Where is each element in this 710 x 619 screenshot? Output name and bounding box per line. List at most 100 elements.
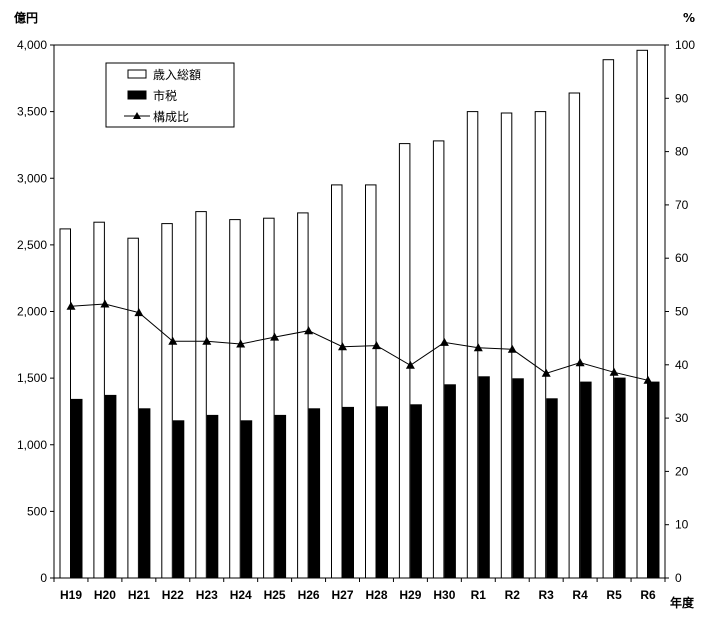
bar-total-revenue-H26 bbox=[297, 212, 309, 579]
x-axis-category-label: H20 bbox=[94, 588, 116, 602]
bar-city-tax-H25 bbox=[274, 414, 287, 579]
x-axis-category-label: H29 bbox=[399, 588, 421, 602]
right-axis-unit: % bbox=[683, 11, 695, 25]
left-axis-tick-label: 1,500 bbox=[17, 371, 47, 385]
x-axis-category-label: R4 bbox=[572, 588, 588, 602]
left-axis-tick-label: 0 bbox=[40, 571, 47, 585]
legend-label-ratio: 構成比 bbox=[153, 110, 189, 124]
bar-total-revenue-R5 bbox=[602, 59, 615, 579]
bar-total-revenue-H20 bbox=[93, 221, 105, 579]
bar-city-tax-H22 bbox=[172, 420, 185, 579]
ratio-point-H25 bbox=[270, 332, 280, 341]
right-axis-tick-label: 0 bbox=[675, 571, 682, 585]
ratio-point-H28 bbox=[372, 341, 381, 350]
x-axis-category-label: R2 bbox=[505, 588, 521, 602]
x-axis-category-label: H25 bbox=[264, 588, 286, 602]
bar-city-tax-H19 bbox=[71, 398, 83, 579]
left-axis-tick-label: 500 bbox=[27, 504, 47, 518]
x-axis-category-label: H30 bbox=[433, 588, 455, 602]
ratio-point-R3 bbox=[541, 368, 551, 377]
bar-total-revenue-H22 bbox=[161, 223, 173, 579]
bar-total-revenue-R1 bbox=[466, 111, 479, 579]
x-axis-category-label: H21 bbox=[128, 588, 150, 602]
bar-city-tax-H24 bbox=[240, 420, 253, 579]
bar-total-revenue-R6 bbox=[636, 49, 648, 579]
ratio-line bbox=[70, 303, 649, 381]
bar-total-revenue-R2 bbox=[500, 112, 513, 579]
left-axis-tick-label: 3,500 bbox=[17, 105, 47, 119]
legend-swatch-ratio-marker bbox=[133, 112, 141, 119]
ratio-point-R2 bbox=[507, 344, 517, 353]
bar-total-revenue-H21 bbox=[127, 237, 139, 579]
bar-city-tax-H29 bbox=[410, 404, 422, 579]
bar-city-tax-H27 bbox=[342, 406, 354, 579]
bar-city-tax-R1 bbox=[478, 376, 490, 579]
ratio-line-layer bbox=[66, 299, 653, 384]
ratio-point-H21 bbox=[134, 308, 144, 317]
ratio-point-H19 bbox=[66, 301, 76, 310]
x-axis-category-label: H23 bbox=[196, 588, 218, 602]
legend: 歳入総額 市税 構成比 bbox=[105, 62, 235, 128]
left-axis-tick-label: 4,000 bbox=[17, 38, 47, 52]
right-axis-tick-label: 30 bbox=[675, 411, 689, 425]
right-axis-tick-label: 10 bbox=[675, 518, 689, 532]
ratio-point-H23 bbox=[202, 336, 212, 345]
left-axis-tick-label: 3,000 bbox=[17, 171, 47, 185]
legend-swatch-total-revenue bbox=[127, 69, 147, 79]
bar-city-tax-R4 bbox=[580, 381, 592, 579]
bar-city-tax-H20 bbox=[104, 394, 117, 579]
bar-city-tax-H30 bbox=[444, 384, 456, 579]
ratio-point-R1 bbox=[473, 343, 483, 352]
legend-label-total-revenue: 歳入総額 bbox=[153, 68, 201, 82]
ratio-point-R6 bbox=[643, 375, 653, 384]
right-axis-tick-label: 70 bbox=[675, 198, 689, 212]
bar-city-tax-H28 bbox=[376, 406, 388, 579]
legend-label-city-tax: 市税 bbox=[153, 88, 177, 103]
x-axis-category-label: H24 bbox=[230, 588, 252, 602]
x-axis-category-label: H28 bbox=[365, 588, 387, 602]
bar-city-tax-H23 bbox=[206, 414, 219, 579]
ratio-point-H20 bbox=[100, 299, 110, 308]
bar-city-tax-R6 bbox=[648, 381, 660, 579]
bar-total-revenue-H24 bbox=[229, 219, 241, 579]
left-axis-unit: 億円 bbox=[14, 10, 38, 25]
legend-swatch-city-tax bbox=[127, 90, 147, 100]
right-axis-tick-label: 100 bbox=[675, 38, 695, 52]
right-axis-tick-label: 20 bbox=[675, 464, 689, 478]
bar-total-revenue-H28 bbox=[365, 184, 377, 579]
ratio-point-R5 bbox=[609, 367, 619, 376]
axes-layer: 0 500 1,000 1,500 2,000 2,500 3,000 3,500 4,000 0… bbox=[17, 38, 695, 602]
bar-total-revenue-H29 bbox=[398, 143, 411, 579]
bar-city-tax-R3 bbox=[546, 398, 558, 579]
bar-city-tax-R2 bbox=[512, 378, 524, 579]
x-axis-category-label: H27 bbox=[331, 588, 353, 602]
x-axis-category-label: R6 bbox=[640, 588, 656, 602]
bar-total-revenue-H19 bbox=[59, 228, 71, 579]
x-axis-category-label: R5 bbox=[606, 588, 622, 602]
bar-total-revenue-R3 bbox=[534, 111, 547, 579]
bar-total-revenue-R4 bbox=[568, 92, 581, 579]
left-axis-tick-label: 2,500 bbox=[17, 238, 47, 252]
x-axis-category-label: R1 bbox=[471, 588, 487, 602]
bar-city-tax-H26 bbox=[308, 408, 321, 579]
bars-layer bbox=[59, 49, 660, 579]
x-axis-category-label: R3 bbox=[539, 588, 555, 602]
bar-city-tax-H21 bbox=[138, 408, 151, 579]
x-axis-unit: 年度 bbox=[670, 595, 695, 610]
right-axis-tick-label: 60 bbox=[675, 251, 689, 265]
ratio-point-H29 bbox=[405, 360, 415, 369]
ratio-point-H22 bbox=[168, 336, 178, 345]
bar-total-revenue-H25 bbox=[263, 217, 275, 579]
bar-city-tax-R5 bbox=[614, 377, 626, 579]
x-axis-category-label: H26 bbox=[298, 588, 320, 602]
bar-total-revenue-H30 bbox=[432, 140, 445, 579]
right-axis-tick-label: 90 bbox=[675, 91, 689, 105]
x-axis-category-label: H19 bbox=[60, 588, 82, 602]
ratio-point-H26 bbox=[304, 326, 314, 335]
right-axis-tick-label: 40 bbox=[675, 358, 689, 372]
left-axis-tick-label: 1,000 bbox=[17, 438, 47, 452]
ratio-point-H24 bbox=[236, 339, 246, 348]
x-axis-category-label: H22 bbox=[162, 588, 184, 602]
